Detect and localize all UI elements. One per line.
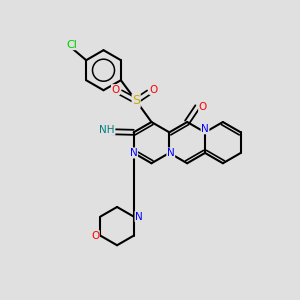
Text: O: O xyxy=(111,85,120,94)
Text: O: O xyxy=(150,85,158,94)
Text: NH: NH xyxy=(99,125,115,135)
Text: N: N xyxy=(167,148,175,158)
Text: N: N xyxy=(130,148,137,158)
Text: N: N xyxy=(201,124,209,134)
Text: Cl: Cl xyxy=(66,40,77,50)
Text: O: O xyxy=(199,102,207,112)
Text: N: N xyxy=(135,212,143,221)
Text: O: O xyxy=(91,231,99,241)
Text: S: S xyxy=(132,94,140,107)
